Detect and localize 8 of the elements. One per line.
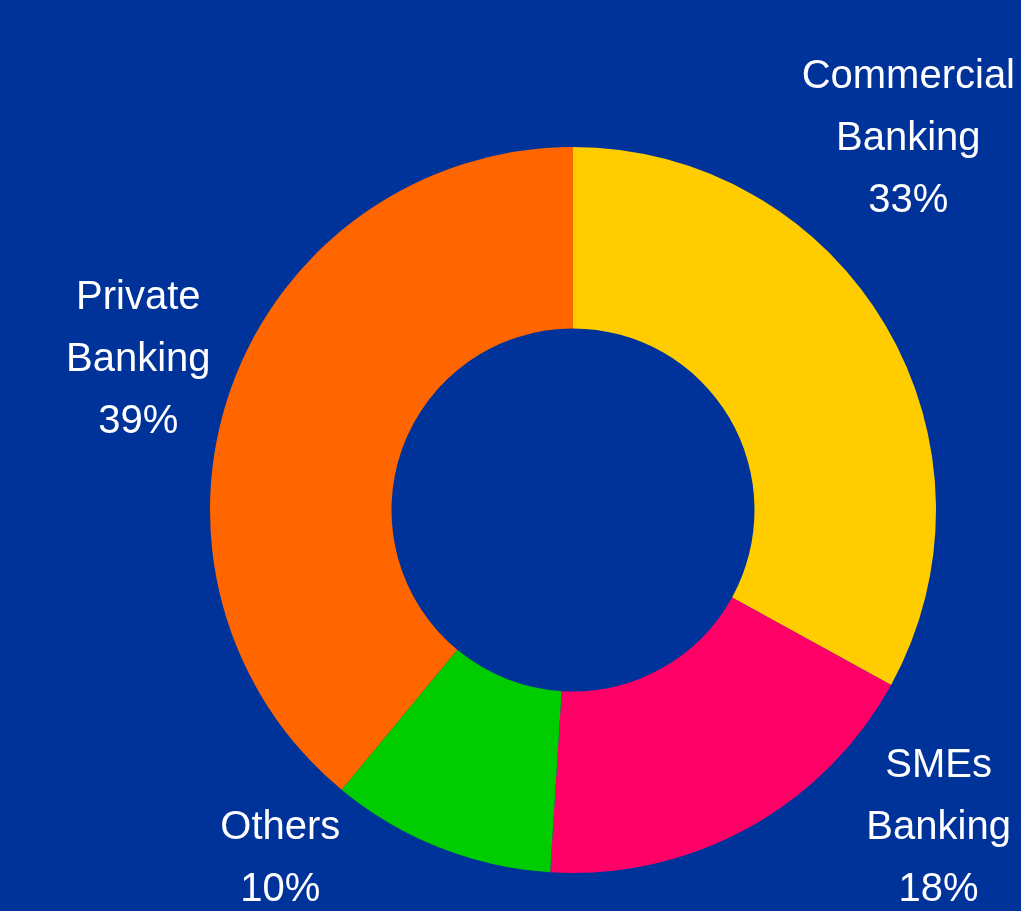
data-label: 18% bbox=[898, 865, 979, 910]
data-label: 39% bbox=[98, 396, 179, 441]
slice-label: SMEs Banking bbox=[866, 741, 1011, 848]
slice-label: Private Banking bbox=[66, 272, 211, 379]
slice-label: Commercial Banking bbox=[801, 51, 1015, 158]
data-label: 10% bbox=[240, 865, 321, 910]
slice-label: Others bbox=[220, 803, 341, 848]
data-label: 33% bbox=[868, 175, 949, 220]
